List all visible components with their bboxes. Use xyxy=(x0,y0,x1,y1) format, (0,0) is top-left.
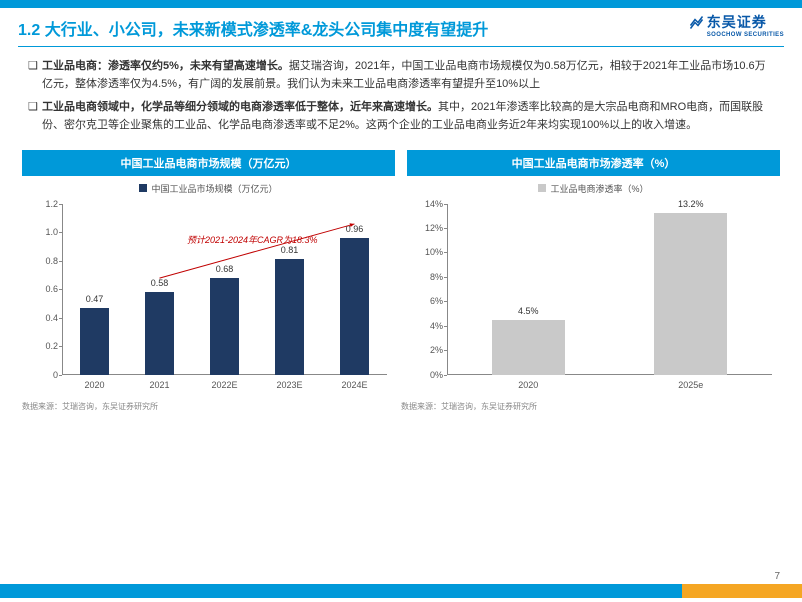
top-accent-bar xyxy=(0,0,802,8)
chart-2-block: 中国工业品电商市场渗透率（%） 工业品电商渗透率（%） 0%2%4%6%8%10… xyxy=(407,150,780,401)
chart-1-title: 中国工业品电商市场规模（万亿元） xyxy=(22,150,395,176)
chart-1-legend-text: 中国工业品市场规模（万亿元） xyxy=(151,182,277,195)
category-label: 2022E xyxy=(192,380,257,390)
y-tick-label: 4% xyxy=(413,321,443,331)
chart-2-legend: 工业品电商渗透率（%） xyxy=(407,176,780,195)
y-tick-label: 0% xyxy=(413,370,443,380)
slide-header: 1.2 大行业、小公司，未来新模式渗透率&龙头公司集中度有望提升 东吴证券 SO… xyxy=(0,8,802,44)
y-tick-label: 0 xyxy=(28,370,58,380)
bar: 13.2% xyxy=(654,213,727,374)
bullet-content: 工业品电商领域中，化学品等细分领域的电商渗透率低于整体，近年来高速增长。其中，2… xyxy=(42,98,774,134)
company-logo: 东吴证券 SOOCHOW SECURITIES xyxy=(689,12,784,38)
y-tick-mark xyxy=(444,252,447,253)
category-label: 2020 xyxy=(447,380,610,390)
y-tick-mark xyxy=(444,204,447,205)
bottom-bar-blue xyxy=(0,584,682,598)
body-text: ❑ 工业品电商：渗透率仅约5%，未来有望高速增长。据艾瑞咨询，2021年，中国工… xyxy=(0,47,802,144)
y-tick-label: 6% xyxy=(413,296,443,306)
bullet-marker: ❑ xyxy=(28,57,42,93)
chart-2-plot: 0%2%4%6%8%10%12%14%4.5%202013.2%2025e xyxy=(447,204,772,375)
y-tick-label: 12% xyxy=(413,223,443,233)
chart-1-block: 中国工业品电商市场规模（万亿元） 中国工业品市场规模（万亿元） 00.20.40… xyxy=(22,150,395,401)
sources-row: 数据来源：艾瑞咨询，东吴证券研究所 数据来源：艾瑞咨询，东吴证券研究所 xyxy=(0,401,802,412)
category-label: 2020 xyxy=(62,380,127,390)
legend-swatch xyxy=(538,184,546,192)
bottom-bar xyxy=(0,584,802,598)
bullet-content: 工业品电商：渗透率仅约5%，未来有望高速增长。据艾瑞咨询，2021年，中国工业品… xyxy=(42,57,774,93)
y-tick-mark xyxy=(444,326,447,327)
y-tick-mark xyxy=(444,350,447,351)
bullet-1: ❑ 工业品电商：渗透率仅约5%，未来有望高速增长。据艾瑞咨询，2021年，中国工… xyxy=(28,57,774,93)
y-tick-label: 1.2 xyxy=(28,199,58,209)
chart-2-title: 中国工业品电商市场渗透率（%） xyxy=(407,150,780,176)
y-tick-label: 10% xyxy=(413,247,443,257)
chart-1-legend: 中国工业品市场规模（万亿元） xyxy=(22,176,395,195)
annotation-text: 预计2021-2024年CAGR为18.3% xyxy=(187,233,318,246)
y-tick-mark xyxy=(444,301,447,302)
chart-2-canvas: 工业品电商渗透率（%） 0%2%4%6%8%10%12%14%4.5%20201… xyxy=(407,176,780,401)
y-tick-mark xyxy=(444,277,447,278)
y-tick-label: 14% xyxy=(413,199,443,209)
bottom-bar-orange xyxy=(682,584,802,598)
chart-1-canvas: 中国工业品市场规模（万亿元） 00.20.40.60.81.01.20.4720… xyxy=(22,176,395,401)
chart-2-legend-text: 工业品电商渗透率（%） xyxy=(550,182,648,195)
chart-1-plot: 00.20.40.60.81.01.20.4720200.5820210.682… xyxy=(62,204,387,375)
y-tick-label: 0.4 xyxy=(28,313,58,323)
y-axis xyxy=(447,204,448,375)
y-tick-label: 2% xyxy=(413,345,443,355)
page-number: 7 xyxy=(774,571,780,582)
category-label: 2023E xyxy=(257,380,322,390)
para2-bold: 工业品电商领域中，化学品等细分领域的电商渗透率低于整体，近年来高速增长。 xyxy=(42,101,438,113)
bar-value-label: 13.2% xyxy=(654,199,727,209)
y-tick-label: 0.8 xyxy=(28,256,58,266)
bullet-marker: ❑ xyxy=(28,98,42,134)
chart-1-source: 数据来源：艾瑞咨询，东吴证券研究所 xyxy=(22,401,401,412)
category-label: 2024E xyxy=(322,380,387,390)
y-tick-label: 0.2 xyxy=(28,341,58,351)
y-tick-mark xyxy=(59,375,62,376)
legend-swatch xyxy=(139,184,147,192)
logo-icon xyxy=(689,15,704,30)
logo-cn-text: 东吴证券 xyxy=(707,12,767,32)
bullet-2: ❑ 工业品电商领域中，化学品等细分领域的电商渗透率低于整体，近年来高速增长。其中… xyxy=(28,98,774,134)
charts-row: 中国工业品电商市场规模（万亿元） 中国工业品市场规模（万亿元） 00.20.40… xyxy=(0,144,802,401)
y-tick-label: 8% xyxy=(413,272,443,282)
y-tick-mark xyxy=(444,375,447,376)
para1-bold: 工业品电商：渗透率仅约5%，未来有望高速增长。 xyxy=(42,60,289,72)
bar: 4.5% xyxy=(492,320,565,375)
category-label: 2021 xyxy=(127,380,192,390)
category-label: 2025e xyxy=(610,380,773,390)
y-tick-label: 0.6 xyxy=(28,284,58,294)
logo-cn-row: 东吴证券 xyxy=(689,12,784,32)
y-tick-mark xyxy=(444,228,447,229)
y-tick-label: 1.0 xyxy=(28,227,58,237)
chart-2-source: 数据来源：艾瑞咨询，东吴证券研究所 xyxy=(401,401,780,412)
logo-en-text: SOOCHOW SECURITIES xyxy=(707,32,784,38)
annotation-arrow xyxy=(62,204,387,375)
bar-value-label: 4.5% xyxy=(492,306,565,316)
slide-title: 1.2 大行业、小公司，未来新模式渗透率&龙头公司集中度有望提升 xyxy=(18,16,784,40)
